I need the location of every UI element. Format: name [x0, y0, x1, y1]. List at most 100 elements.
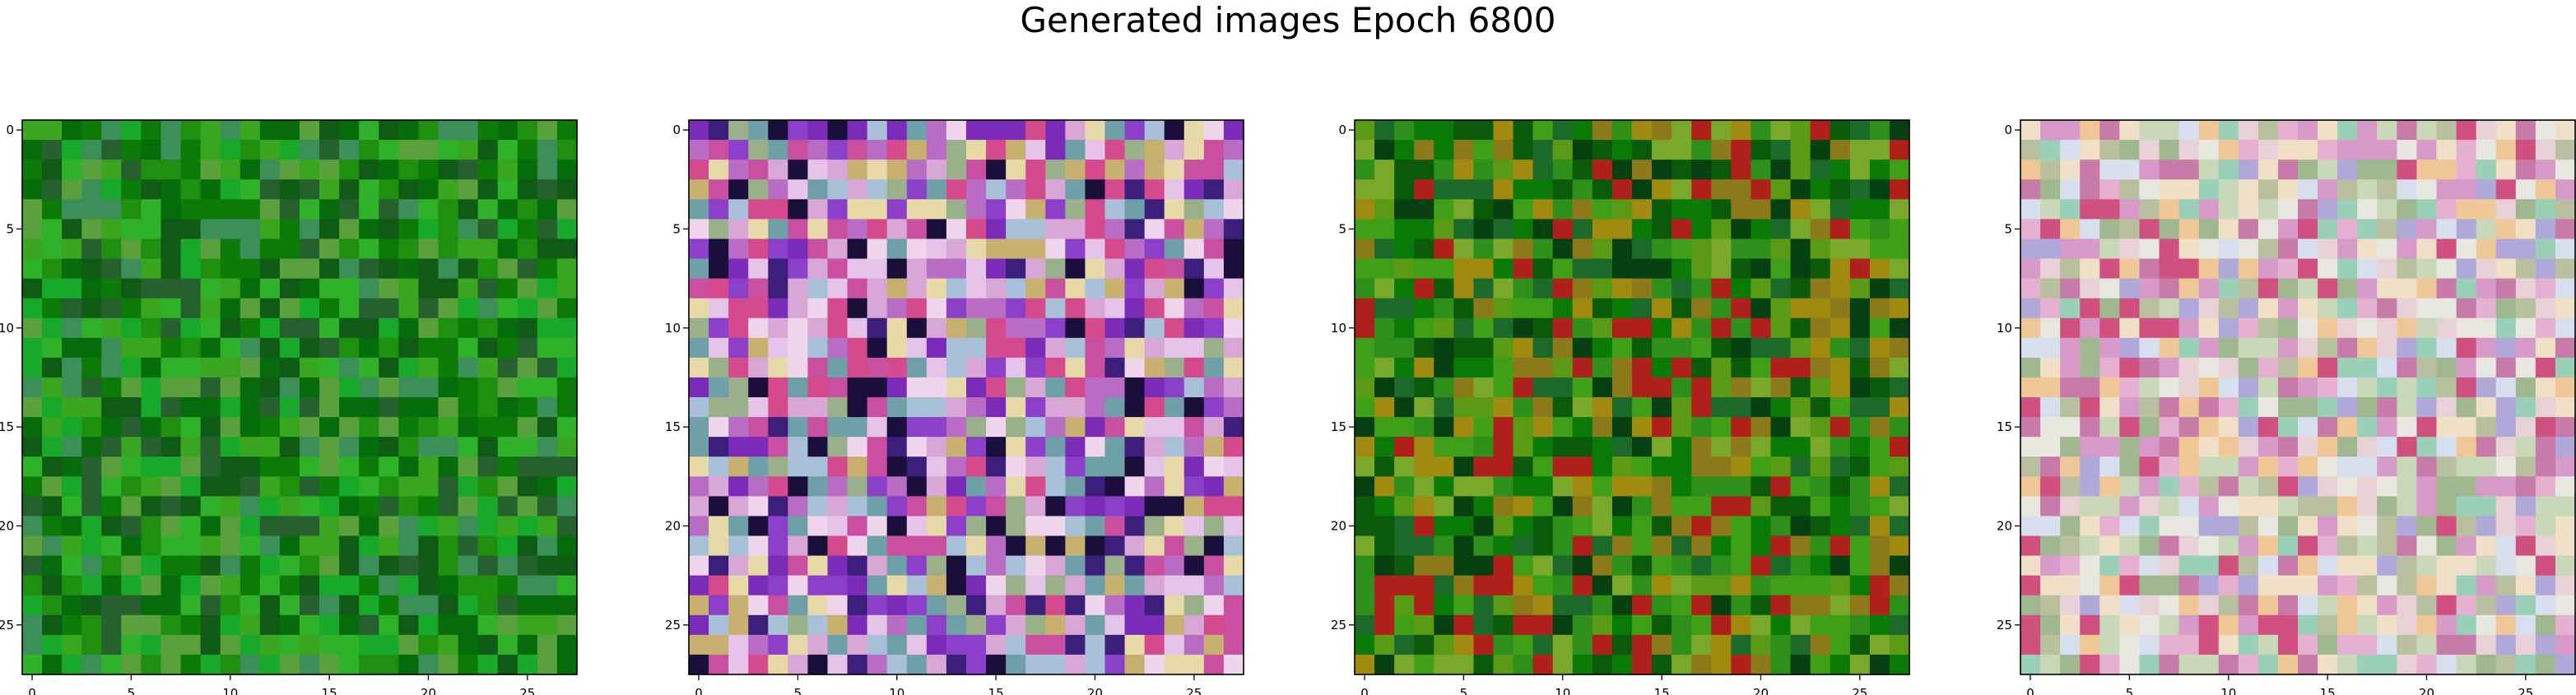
pixel-cell: [966, 634, 987, 656]
pixel-cell: [709, 634, 729, 656]
pixel-cell: [1394, 317, 1415, 339]
pixel-cell: [438, 634, 459, 656]
pixel-cell: [1025, 516, 1046, 537]
pixel-cell: [517, 555, 538, 577]
pixel-cell: [2476, 595, 2497, 616]
pixel-cell: [1869, 199, 1890, 220]
pixel-cell: [1223, 120, 1244, 141]
pixel-cell: [986, 179, 1007, 200]
pixel-cell: [1672, 654, 1692, 675]
pixel-cell: [709, 298, 729, 319]
axes-frame: [1354, 119, 1910, 675]
pixel-cell: [1810, 317, 1831, 339]
pixel-cell: [2337, 258, 2358, 280]
pixel-cell: [1025, 278, 1046, 299]
pixel-cell: [1144, 614, 1165, 636]
pixel-cell: [2080, 575, 2100, 596]
pixel-cell: [748, 476, 769, 497]
pixel-cell: [1453, 476, 1475, 497]
pixel-cell: [22, 595, 43, 616]
pixel-cell: [42, 377, 63, 398]
pixel-cell: [2397, 397, 2418, 418]
pixel-cell: [2337, 317, 2358, 339]
pixel-cell: [2139, 179, 2160, 200]
pixel-cell: [81, 317, 102, 339]
pixel-cell: [2535, 357, 2556, 378]
pixel-cell: [1434, 437, 1454, 457]
pixel-cell: [2377, 140, 2397, 160]
pixel-cell: [537, 160, 558, 180]
pixel-cell: [1830, 179, 1851, 200]
pixel-cell: [1691, 298, 1712, 319]
pixel-cell: [319, 456, 340, 477]
pixel-cell: [160, 179, 182, 200]
pixel-cell: [1889, 179, 1910, 200]
pixel-cell: [1453, 614, 1475, 636]
pixel-cell: [1691, 595, 1712, 616]
pixel-cell: [1810, 337, 1831, 359]
pixel-cell: [1889, 377, 1910, 398]
pixel-cell: [1203, 614, 1225, 636]
pixel-cell: [2080, 298, 2100, 319]
pixel-cell: [279, 516, 300, 537]
pixel-cell: [1830, 516, 1851, 537]
pixel-cell: [2139, 317, 2160, 339]
pixel-cell: [2277, 654, 2299, 675]
pixel-cell: [1572, 140, 1593, 160]
pixel-cell: [379, 417, 399, 438]
pixel-cell: [2377, 317, 2397, 339]
pixel-cell: [1374, 397, 1395, 418]
pixel-cell: [339, 516, 360, 537]
pixel-cell: [1572, 258, 1593, 280]
pixel-cell: [2218, 179, 2239, 200]
y-tick-label: 15: [0, 419, 14, 434]
pixel-cell: [2178, 179, 2200, 200]
pixel-cell: [2178, 634, 2200, 656]
pixel-cell: [160, 456, 182, 477]
pixel-cell: [768, 317, 788, 339]
pixel-cell: [966, 317, 987, 339]
pixel-cell: [1493, 555, 1514, 577]
pixel-cell: [121, 239, 142, 260]
pixel-cell: [1869, 476, 1890, 497]
pixel-cell: [1183, 199, 1205, 220]
pixel-cell: [1790, 317, 1811, 339]
pixel-cell: [2298, 120, 2318, 141]
pixel-cell: [906, 555, 928, 577]
pixel-cell: [2535, 496, 2556, 517]
pixel-cell: [1849, 219, 1871, 240]
pixel-cell: [2218, 239, 2239, 260]
pixel-cell: [2198, 634, 2220, 656]
pixel-cell: [1414, 317, 1434, 339]
pixel-cell: [1394, 357, 1415, 378]
pixel-cell: [22, 337, 43, 359]
pixel-cell: [497, 219, 518, 240]
pixel-cell: [42, 278, 63, 299]
pixel-cell: [1532, 397, 1554, 418]
pixel-cell: [2218, 120, 2239, 141]
pixel-cell: [1552, 476, 1574, 497]
pixel-cell: [2178, 120, 2200, 141]
pixel-cell: [259, 278, 281, 299]
pixel-cell: [1592, 377, 1613, 398]
pixel-cell: [2020, 199, 2041, 220]
pixel-cell: [2257, 535, 2279, 557]
pixel-cell: [2515, 456, 2536, 477]
pixel-cell: [2456, 337, 2477, 359]
pixel-cell: [1731, 575, 1752, 596]
pixel-cell: [946, 476, 967, 497]
pixel-cell: [2456, 377, 2477, 398]
pixel-cell: [180, 179, 202, 200]
pixel-cell: [1006, 120, 1026, 141]
pixel-cell: [438, 179, 459, 200]
pixel-cell: [1552, 496, 1574, 517]
pixel-cell: [966, 278, 987, 299]
pixel-cell: [2119, 456, 2141, 477]
pixel-cell: [689, 298, 709, 319]
pixel-cell: [2357, 456, 2378, 477]
pixel-cell: [1532, 595, 1554, 616]
pixel-cell: [1394, 654, 1415, 675]
pixel-cell: [379, 239, 399, 260]
pixel-cell: [906, 239, 928, 260]
pixel-cell: [141, 219, 162, 240]
